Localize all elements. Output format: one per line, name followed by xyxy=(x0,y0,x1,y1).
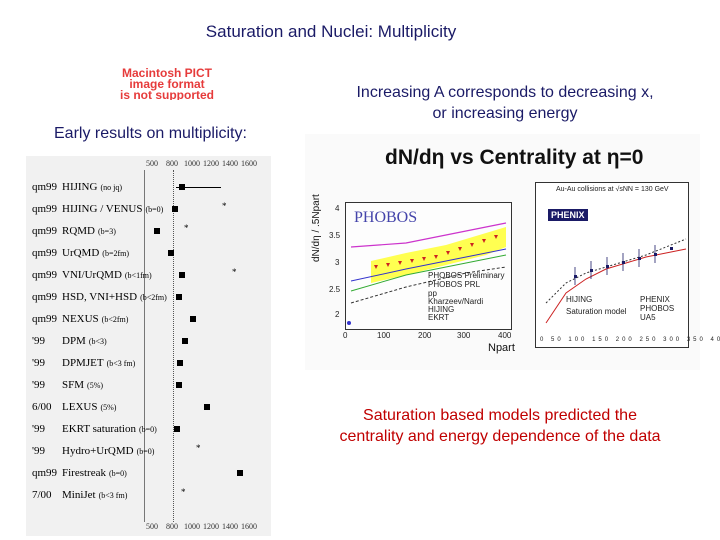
prediction-star: * xyxy=(232,267,237,277)
model-row: qm99 HIJING / VENUS (b=0) * xyxy=(32,201,227,215)
model-row: '99 EKRT saturation (b=0) xyxy=(26,420,271,440)
phenix-header: Au-Au collisions at √sNN = 130 GeV xyxy=(556,186,669,193)
phenix-legend-item: HIJING xyxy=(566,295,593,304)
x-axis-label: Npart xyxy=(488,342,515,354)
y-tick: 3 xyxy=(335,258,340,267)
prediction-point xyxy=(190,316,196,322)
multiplicity-predictions-figure: 500 800 1000 1200 1400 1600 qm99 HIJING(… xyxy=(26,156,271,536)
phobos-plot: PHOBOS PHOBOS Preliminary PHOBOS PRL pp … xyxy=(345,202,512,330)
axis-top-tick: 1600 xyxy=(241,159,257,168)
dndeta-centrality-figure: dN/dη vs Centrality at η=0 dN/dη / .5Npa… xyxy=(305,134,720,370)
x-tick: 200 xyxy=(418,331,432,340)
y-tick: 3.5 xyxy=(329,231,341,240)
y-tick: 4 xyxy=(335,204,340,213)
phenix-legend-item: Saturation model xyxy=(566,307,627,316)
phenix-x-ticks: 0 50 100 150 200 250 300 350 400 xyxy=(540,337,720,343)
phenix-curves xyxy=(545,238,687,324)
prediction-point xyxy=(174,426,180,432)
figure-title: dN/dη vs Centrality at η=0 xyxy=(385,146,644,169)
model-row: qm99 NEXUS (b<2fm) xyxy=(26,310,271,330)
prediction-point xyxy=(168,250,174,256)
pict-line-2: image format xyxy=(129,77,204,91)
axis-bottom-tick: 1000 xyxy=(184,522,200,531)
axis-top-tick: 1400 xyxy=(222,159,238,168)
model-row: qm99 Firestreak (b=0) xyxy=(26,464,271,484)
model-row: qm99 HIJING (no jq) xyxy=(26,178,271,198)
legend-item: HIJING xyxy=(428,305,455,314)
y-tick: 2.5 xyxy=(329,285,341,294)
legend-item: PHOBOS Preliminary xyxy=(428,271,505,280)
prediction-point xyxy=(172,206,178,212)
model-row: qm99 HSD, VNI+HSD (b<2fm) xyxy=(26,288,271,308)
y-tick: 2 xyxy=(335,310,340,319)
prediction-star: * xyxy=(184,223,189,233)
model-row: qm99 RQMD (b=3) * xyxy=(32,223,189,237)
legend-item: PHOBOS PRL xyxy=(428,280,481,289)
pict-line-3: is not supported xyxy=(120,88,214,100)
row-year: qm99 xyxy=(32,181,58,193)
prediction-point xyxy=(237,470,243,476)
note-saturation-models: Saturation based models predicted the ce… xyxy=(339,407,661,445)
prediction-point xyxy=(182,338,188,344)
y-axis-label: dN/dη / .5Npart xyxy=(311,194,322,262)
axis-bottom-tick: 500 xyxy=(146,522,158,531)
model-row: qm99 VNI/UrQMD (b<1fm) * xyxy=(32,267,237,281)
phenix-plot: Au-Au collisions at √sNN = 130 GeV PHENI… xyxy=(535,182,720,348)
prediction-point xyxy=(179,272,185,278)
model-row: '99 DPMJET (b<3 fm) xyxy=(26,354,271,374)
prediction-point xyxy=(177,360,183,366)
axis-bottom-tick: 1400 xyxy=(222,522,238,531)
legend-item: Kharzeev/Nardi xyxy=(428,297,484,306)
prediction-point xyxy=(176,382,182,388)
error-bar xyxy=(176,187,221,188)
legend-item: pp xyxy=(428,289,437,298)
axis-top-tick: 500 xyxy=(146,159,158,168)
early-results-label: Early results on multiplicity: xyxy=(54,125,247,142)
axis-bottom-tick: 800 xyxy=(166,522,178,531)
axis-top-tick: 1000 xyxy=(184,159,200,168)
axis-line xyxy=(144,170,145,522)
model-row: qm99 UrQMD (b=2fm) xyxy=(26,244,271,264)
prediction-star: * xyxy=(196,443,201,453)
note-increasing-a: Increasing A corresponds to decreasing x… xyxy=(356,84,654,122)
axis-bottom-tick: 1600 xyxy=(241,522,257,531)
reference-line xyxy=(173,170,175,522)
model-row: '99 SFM (5%) xyxy=(26,376,271,396)
phenix-legend-item: UA5 xyxy=(640,313,656,322)
axis-bottom-tick: 1200 xyxy=(203,522,219,531)
x-tick: 100 xyxy=(377,331,391,340)
model-row: 6/00 LEXUS (5%) xyxy=(26,398,271,418)
model-row: '99 DPM (b<3) xyxy=(26,332,271,352)
axis-top-tick: 1200 xyxy=(203,159,219,168)
prediction-point xyxy=(154,228,160,234)
slide-title: Saturation and Nuclei: Multiplicity xyxy=(205,22,457,41)
phenix-logo: PHENIX xyxy=(548,209,588,221)
prediction-point xyxy=(204,404,210,410)
phenix-legend-item: PHENIX xyxy=(640,295,670,304)
model-row: '99 Hydro+UrQMD (b=0) * xyxy=(32,443,201,457)
pict-line-1: Macintosh PICT xyxy=(122,66,213,80)
pict-placeholder-image: Macintosh PICT image format is not suppo… xyxy=(30,66,305,100)
model-row: 7/00 MiniJet (b<3 fm) * xyxy=(32,487,186,501)
prediction-point xyxy=(179,184,185,190)
phenix-legend-item: PHOBOS xyxy=(640,304,675,313)
legend-item: EKRT xyxy=(428,313,450,322)
prediction-point xyxy=(176,294,182,300)
row-model: HIJING (no jq) xyxy=(62,181,123,193)
phobos-logo: PHOBOS xyxy=(354,209,418,226)
axis-top-tick: 800 xyxy=(166,159,178,168)
x-tick: 0 xyxy=(343,331,348,340)
prediction-star: * xyxy=(222,201,227,211)
prediction-star: * xyxy=(181,487,186,497)
x-tick: 300 xyxy=(457,331,471,340)
phobos-curves xyxy=(347,222,507,325)
x-tick: 400 xyxy=(498,331,512,340)
